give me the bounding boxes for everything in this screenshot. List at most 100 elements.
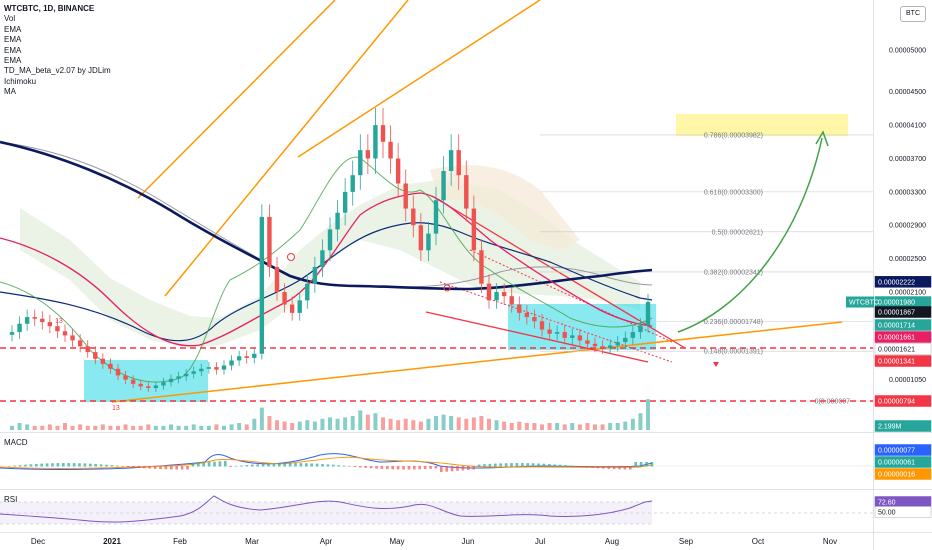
macd-histogram-bar bbox=[521, 463, 524, 467]
candle-body bbox=[380, 125, 386, 142]
volume-bar bbox=[335, 418, 340, 430]
macd-histogram-bar bbox=[483, 464, 486, 467]
volume-bar bbox=[312, 421, 317, 430]
channel-line-lower bbox=[137, 0, 336, 199]
macd-histogram-bar bbox=[596, 466, 600, 469]
candle-body bbox=[592, 343, 598, 347]
accumulation-box bbox=[508, 304, 656, 350]
volume-bar bbox=[434, 416, 438, 430]
volume-bar bbox=[100, 424, 105, 430]
macd-histogram-bar bbox=[575, 466, 578, 467]
macd-histogram-bar bbox=[272, 463, 276, 467]
volume-bar bbox=[487, 418, 491, 430]
price-tag-value: 0.00000061 bbox=[878, 460, 915, 467]
candle-body bbox=[471, 208, 477, 251]
time-axis-label: Nov bbox=[823, 537, 837, 546]
volume-bar bbox=[630, 418, 635, 430]
volume-bar bbox=[282, 421, 287, 430]
price-tag bbox=[874, 343, 932, 355]
wedge-line-lower bbox=[425, 311, 649, 363]
macd-histogram-bar bbox=[224, 460, 227, 467]
macd-histogram-bar bbox=[24, 464, 27, 467]
symbol-title[interactable]: WTCBTC, 1D, BINANCE bbox=[4, 4, 95, 13]
macd-histogram-bar bbox=[467, 466, 470, 470]
volume-bar bbox=[138, 425, 143, 430]
macd-histogram-bar bbox=[585, 466, 589, 468]
arrow-head bbox=[815, 130, 829, 147]
macd-histogram-bar bbox=[386, 466, 389, 470]
channel-line-right bbox=[297, 0, 541, 158]
macd-histogram-bar bbox=[380, 466, 384, 469]
candle-body bbox=[539, 321, 545, 330]
indicator-vol[interactable]: Vol bbox=[4, 14, 16, 24]
volume-bars bbox=[10, 399, 650, 430]
macd-histogram-bar bbox=[639, 462, 643, 467]
macd-histogram-bar bbox=[623, 466, 627, 470]
candle-body bbox=[562, 332, 567, 338]
volume-bar bbox=[449, 416, 454, 430]
macd-histogram-bar bbox=[618, 466, 621, 470]
candle-body bbox=[85, 346, 90, 353]
volume-bar bbox=[638, 413, 643, 430]
fib-label: 0.236(0.00001748) bbox=[704, 319, 763, 326]
candle-body bbox=[62, 331, 68, 336]
volume-bar bbox=[502, 421, 507, 430]
macd-histogram-bar bbox=[105, 464, 108, 467]
macd-histogram-bar bbox=[191, 462, 195, 467]
candle-body bbox=[645, 302, 651, 326]
macd-label[interactable]: MACD bbox=[4, 438, 28, 447]
currency-badge[interactable]: BTC bbox=[900, 6, 926, 22]
fibonacci-levels: 0.786(0.00003982) 0.618(0.00003300) 0.5(0.… bbox=[540, 132, 873, 406]
macd-histogram-bar bbox=[207, 462, 211, 467]
candle-body bbox=[486, 283, 492, 301]
price-axis-label: 0.00004500 bbox=[889, 89, 926, 96]
macd-histogram-bar bbox=[110, 465, 114, 467]
volume-bar bbox=[153, 425, 158, 430]
macd-histogram-bar bbox=[56, 463, 60, 467]
candle-body bbox=[146, 386, 151, 388]
macd-histogram-bar bbox=[213, 461, 216, 467]
candle-body bbox=[47, 322, 53, 327]
price-axis: 0.00005000 0.00004500 0.00004100 0.00003700… bbox=[889, 48, 926, 385]
price-tag-value: 2.199M bbox=[878, 424, 902, 431]
macd-histogram-bar bbox=[488, 463, 492, 467]
volume-bar bbox=[259, 407, 264, 430]
indicator-ema[interactable]: EMA bbox=[4, 45, 22, 55]
candle-body bbox=[108, 363, 113, 369]
indicator-ma[interactable]: MA bbox=[4, 87, 16, 97]
macd-histogram-bar bbox=[332, 464, 335, 467]
price-tag-value: 0.00002222 bbox=[878, 279, 915, 286]
indicator-ema[interactable]: EMA bbox=[4, 24, 22, 34]
candle-body bbox=[456, 150, 461, 176]
candle-body bbox=[517, 304, 522, 313]
candle-body bbox=[199, 368, 204, 372]
macd-histogram-bar bbox=[650, 462, 654, 467]
volume-bar bbox=[252, 418, 257, 430]
rsi-label[interactable]: RSI bbox=[4, 495, 18, 504]
volume-bar bbox=[108, 425, 113, 430]
candle-body bbox=[600, 346, 605, 348]
volume-bar bbox=[237, 423, 242, 430]
volume-bar bbox=[585, 423, 590, 430]
price-tag bbox=[874, 395, 932, 407]
indicator-legend: WTCBTC, 1D, BINANCE Vol EMA EMA EMA EMA … bbox=[4, 4, 111, 98]
price-tag bbox=[874, 420, 932, 432]
price-tag bbox=[874, 444, 932, 456]
volume-bar bbox=[441, 414, 446, 430]
price-axis-label: 0.00005000 bbox=[889, 48, 926, 55]
macd-histogram-bar bbox=[137, 466, 141, 468]
macd-histogram-bar bbox=[629, 466, 632, 470]
macd-histogram-bar bbox=[526, 463, 529, 467]
volume-bar bbox=[494, 420, 499, 430]
indicator-td-ma[interactable]: TD_MA_beta_v2.07 by JDLim bbox=[4, 66, 111, 76]
candle-body bbox=[305, 283, 310, 301]
indicator-ema[interactable]: EMA bbox=[4, 56, 22, 66]
macd-histogram-bar bbox=[159, 466, 162, 470]
indicator-ichimoku[interactable]: Ichimoku bbox=[4, 76, 37, 86]
indicator-ema[interactable]: EMA bbox=[4, 35, 22, 45]
volume-bar bbox=[244, 424, 249, 430]
macd-pane bbox=[0, 453, 873, 473]
macd-histogram-bar bbox=[229, 466, 232, 467]
volume-bar bbox=[615, 423, 620, 430]
